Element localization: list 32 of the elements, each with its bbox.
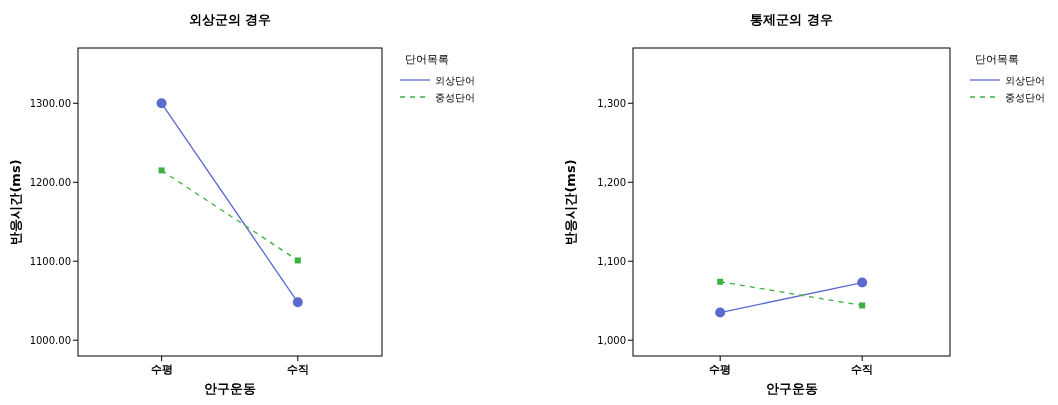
x-axis-title: 안구운동: [204, 381, 256, 396]
point: [859, 302, 866, 309]
point: [857, 277, 868, 288]
y-tick-label: 1,200: [597, 176, 626, 188]
x-tick-label: 수평: [709, 363, 732, 376]
point: [292, 297, 303, 308]
y-axis-title: 반응시간(ms): [8, 159, 23, 245]
y-tick-label: 1200.00: [29, 176, 71, 188]
chart-title: 통제군의 경우: [750, 12, 833, 27]
legend-label: 중성단어: [435, 92, 475, 103]
x-tick-label: 수직: [286, 363, 309, 376]
legend-title: 단어목록: [975, 53, 1019, 66]
point: [156, 98, 167, 109]
x-tick-label: 수직: [851, 363, 874, 376]
y-tick-label: 1,300: [597, 97, 626, 109]
legend-label: 중성단어: [1005, 92, 1045, 103]
x-tick-label: 수평: [150, 363, 173, 376]
y-tick-label: 1000.00: [29, 334, 71, 346]
point: [715, 307, 726, 318]
point: [294, 257, 301, 264]
legend-title: 단어목록: [405, 53, 449, 66]
legend-label: 외상단어: [1005, 75, 1045, 86]
y-tick-label: 1,000: [597, 334, 626, 346]
point: [158, 167, 165, 174]
x-axis-title: 안구운동: [765, 381, 818, 396]
legend-label: 외상단어: [435, 75, 475, 86]
y-tick-label: 1100.00: [29, 255, 71, 267]
y-tick-label: 1300.00: [29, 97, 71, 109]
chart-title: 외상군의 경우: [188, 12, 272, 27]
point: [717, 278, 724, 285]
y-axis-title: 반응시간(ms): [563, 159, 578, 245]
y-tick-label: 1,100: [597, 255, 626, 267]
